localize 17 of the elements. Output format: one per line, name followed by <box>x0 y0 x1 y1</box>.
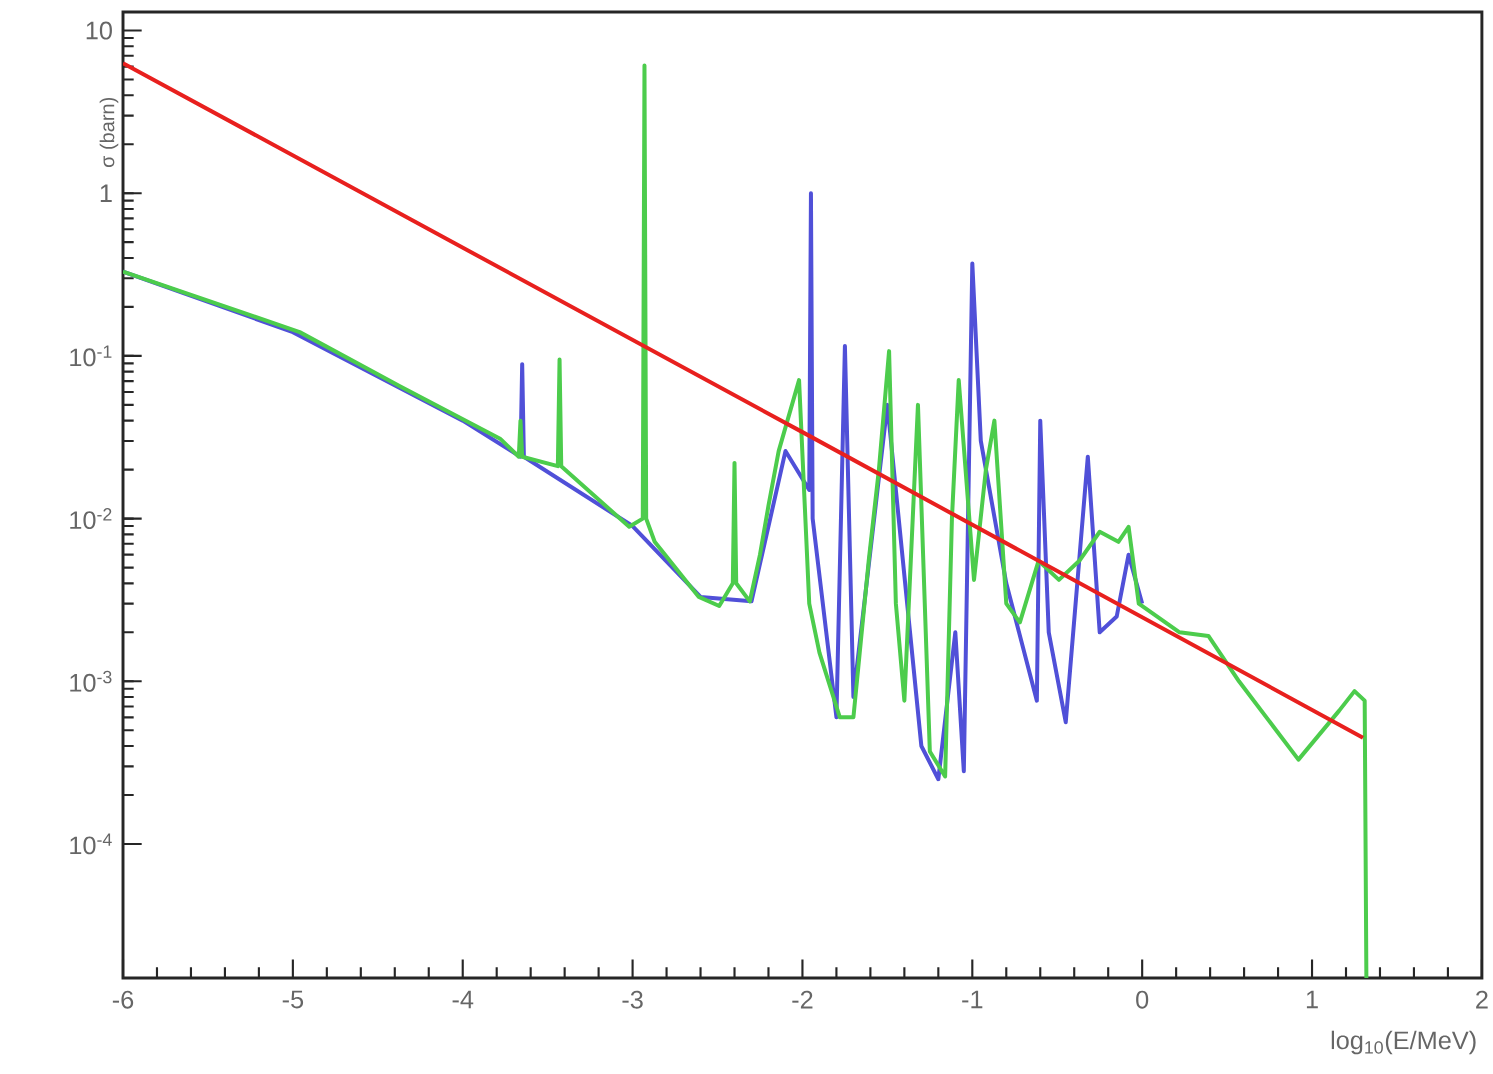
y-tick-label: 10$^{-4}$ <box>70 833 112 855</box>
x-tick-label: -2 <box>792 990 813 1009</box>
x-tick-label: 2 <box>1476 990 1488 1009</box>
x-tick-label: -6 <box>112 990 134 1009</box>
y-tick-label: 10$^{-2}$ <box>70 508 112 530</box>
x-tick-label: 1 <box>1306 990 1318 1009</box>
x-tick-label: -4 <box>452 990 474 1009</box>
x-tick-label: 0 <box>1136 990 1149 1009</box>
y-axis-title: σ (barn) <box>99 97 119 168</box>
x-axis-title: log$_{10}$(E/MeV) <box>1331 1030 1476 1055</box>
y-tick-label: 10$^{-3}$ <box>70 670 112 692</box>
x-tick-label: -3 <box>622 990 643 1009</box>
y-tick-label: 10$^{-1}$ <box>70 345 112 367</box>
x-tick-label: -5 <box>282 990 304 1009</box>
y-tick-label: 1 <box>100 184 112 202</box>
y-tick-label: 10 <box>86 21 112 40</box>
x-tick-label: -1 <box>962 990 983 1009</box>
